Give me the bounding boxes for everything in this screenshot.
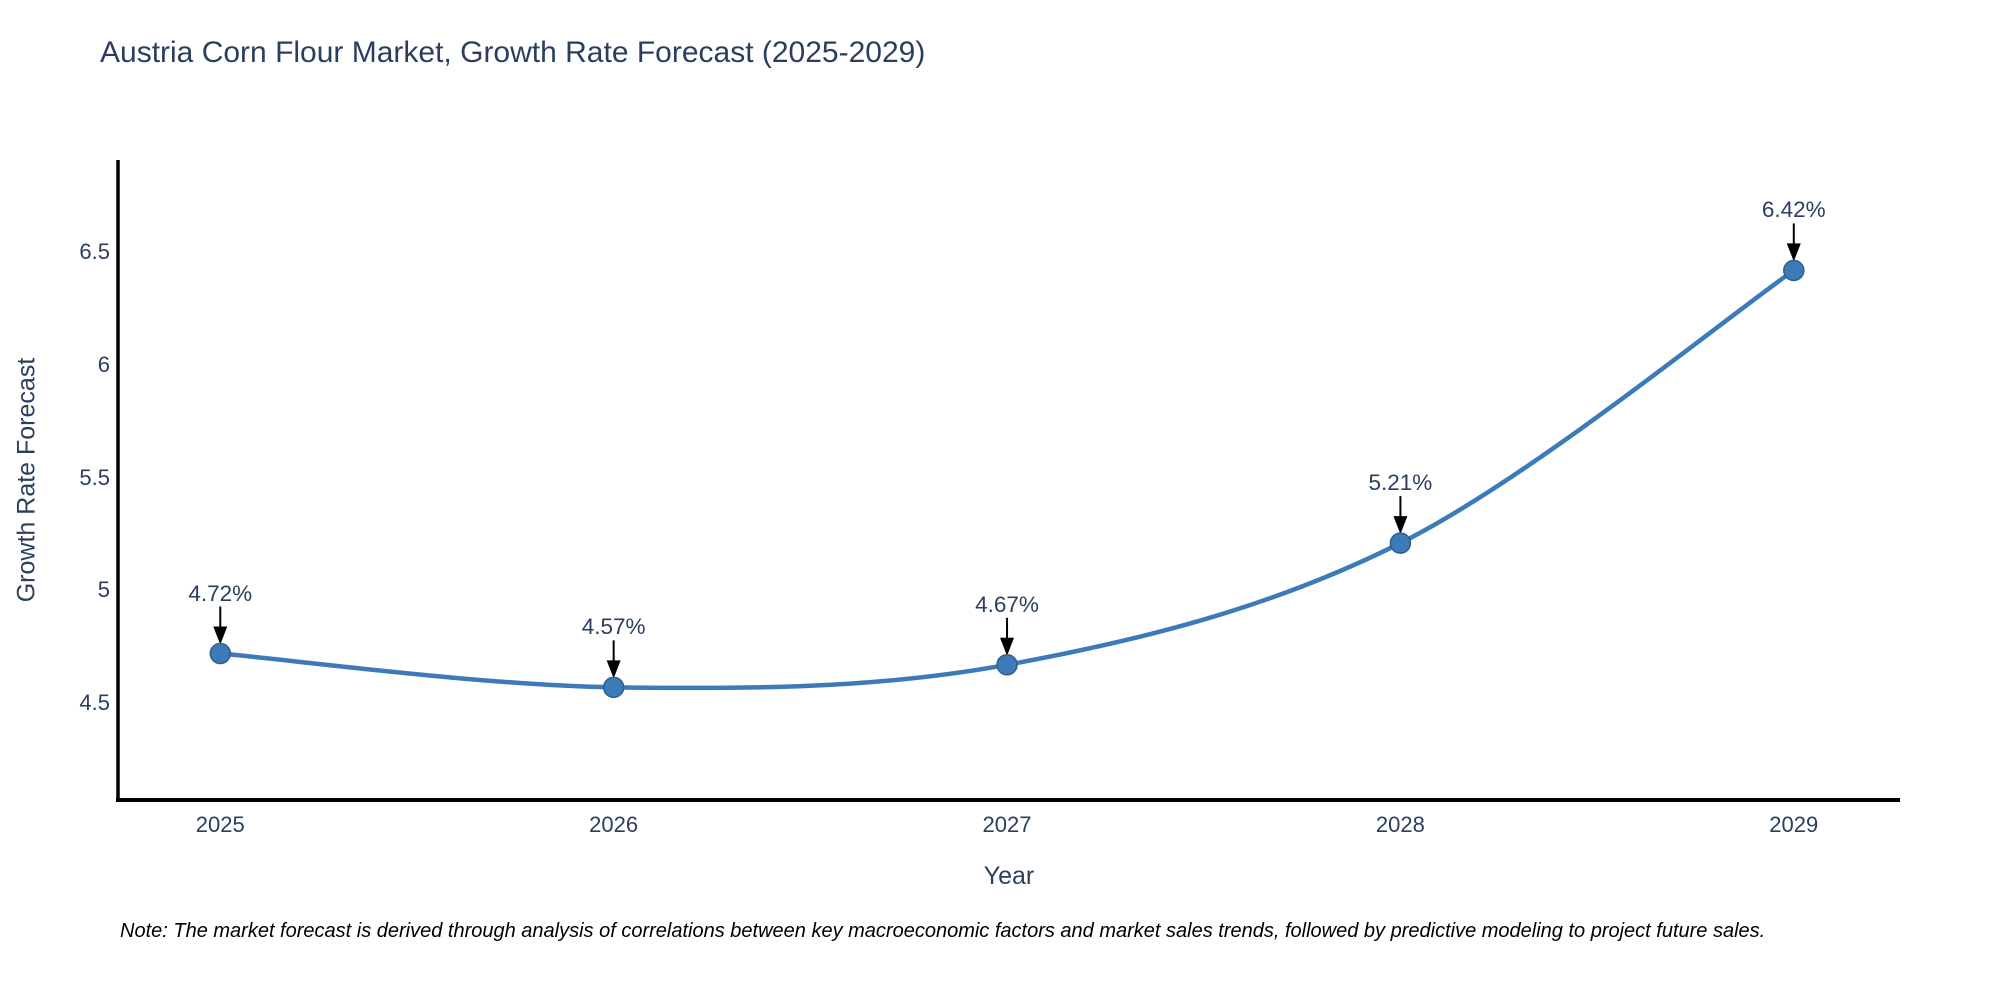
- data-point-marker[interactable]: [996, 654, 1018, 676]
- data-point-marker[interactable]: [602, 676, 625, 699]
- x-tick-label: 2029: [1769, 812, 1819, 837]
- data-point-marker[interactable]: [1389, 532, 1412, 554]
- point-value-label: 4.57%: [581, 614, 646, 640]
- x-tick-label: 2025: [195, 812, 245, 837]
- annotation-arrowhead-icon: [213, 626, 228, 645]
- footnote: Note: The market forecast is derived thr…: [120, 920, 1766, 942]
- data-point-marker[interactable]: [209, 642, 232, 665]
- y-tick-label: 6: [97, 352, 110, 378]
- point-value-label: 5.21%: [1368, 470, 1433, 496]
- y-tick-label: 4.5: [79, 690, 110, 716]
- y-tick-label: 6.5: [79, 239, 110, 265]
- data-point-marker[interactable]: [1783, 259, 1805, 282]
- annotation-arrowhead-icon: [1000, 637, 1015, 656]
- annotation-arrowhead-icon: [1393, 516, 1408, 535]
- point-value-label: 4.72%: [188, 580, 253, 606]
- point-value-label: 4.67%: [975, 591, 1039, 617]
- y-tick-label: 5: [97, 577, 110, 603]
- chart-title: Austria Corn Flour Market, Growth Rate F…: [100, 36, 926, 69]
- x-tick-label: 2026: [589, 812, 639, 837]
- annotation-arrowhead-icon: [1786, 243, 1801, 262]
- point-value-label: 6.42%: [1761, 197, 1826, 223]
- x-tick-label: 2027: [982, 812, 1032, 837]
- annotation-arrowhead-icon: [606, 660, 621, 679]
- y-tick-label: 5.5: [79, 464, 110, 490]
- x-axis-title: Year: [983, 862, 1035, 890]
- x-tick-label: 2028: [1375, 812, 1425, 837]
